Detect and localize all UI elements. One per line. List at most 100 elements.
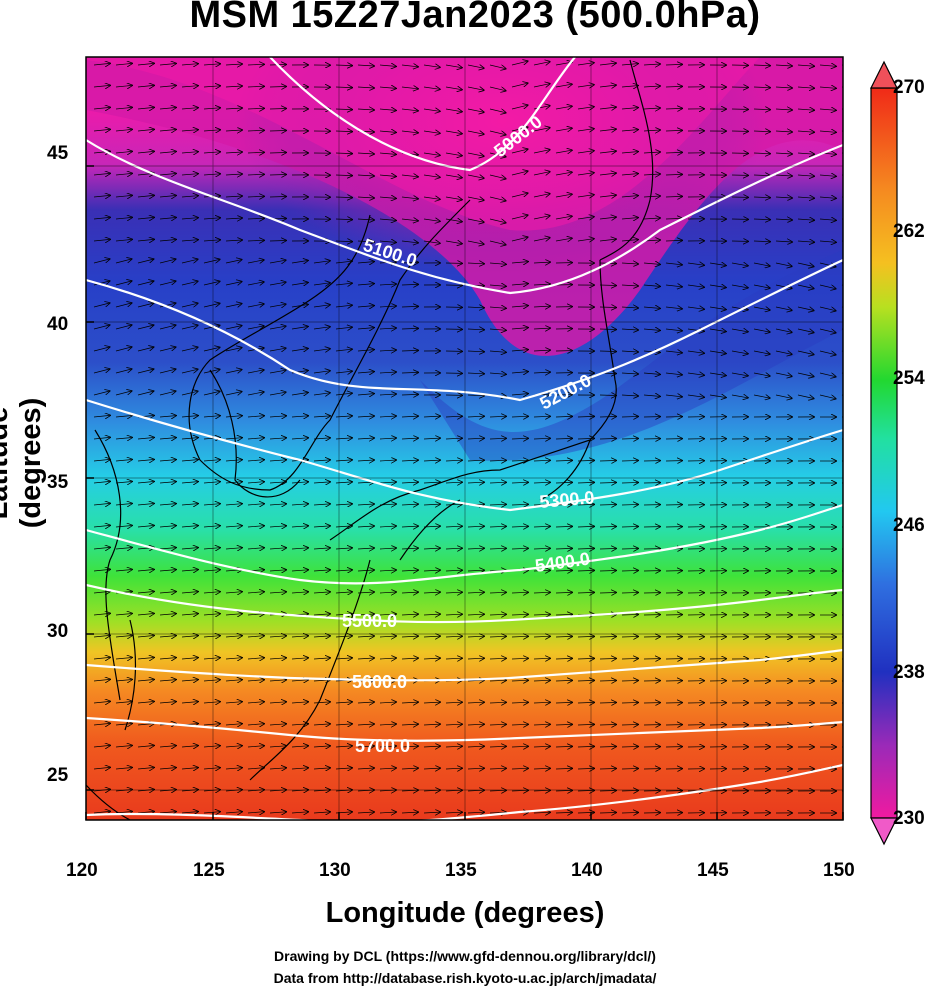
wind-arrow [467, 65, 484, 68]
wind-arrow [225, 592, 242, 593]
wind-arrow [379, 416, 396, 417]
contour-label: 5600.0 [352, 672, 407, 692]
wind-arrow [181, 658, 198, 659]
wind-arrow [819, 307, 836, 311]
wind-arrow [181, 130, 198, 131]
wind-arrow [115, 548, 132, 550]
x-tick-label: 150 [823, 860, 855, 881]
wind-arrow [665, 351, 682, 353]
wind-arrow [445, 614, 462, 615]
wind-arrow [775, 65, 792, 66]
wind-arrow [511, 614, 528, 615]
wind-arrow [621, 725, 638, 726]
y-tick-label: 25 [47, 765, 69, 786]
wind-arrow [533, 482, 550, 483]
wind-arrow [511, 636, 528, 637]
wind-arrow [115, 504, 132, 506]
wind-arrow [357, 438, 374, 439]
wind-arrow [357, 702, 374, 703]
wind-arrow [291, 548, 308, 549]
wind-arrow [181, 504, 198, 505]
wind-arrow [203, 702, 220, 703]
wind-arrow [665, 174, 682, 175]
wind-arrow [489, 285, 506, 286]
wind-arrow [137, 504, 154, 506]
wind-arrow [731, 285, 748, 288]
wind-arrow [753, 87, 770, 88]
wind-arrow [819, 263, 836, 267]
wind-arrow [137, 614, 154, 616]
wind-arrow [489, 460, 506, 461]
wind-arrow [93, 657, 110, 659]
wind-arrow [203, 570, 220, 571]
wind-arrow [511, 328, 528, 329]
wind-arrow [313, 283, 330, 285]
wind-arrow [621, 417, 638, 418]
wind-arrow [775, 109, 792, 110]
wind-arrow [159, 196, 176, 198]
wind-arrow [93, 217, 110, 219]
wind-arrow [511, 438, 528, 439]
wind-arrow [379, 614, 396, 615]
colorbar-tick-label: 238 [893, 662, 925, 683]
wind-arrow [269, 438, 286, 439]
wind-arrow [313, 812, 330, 813]
wind-arrow [93, 391, 110, 396]
wind-arrow [203, 130, 220, 131]
wind-arrow [291, 349, 308, 352]
wind-arrow [401, 65, 418, 67]
wind-arrow [115, 281, 132, 286]
wind-arrow [181, 592, 198, 593]
wind-arrow [181, 347, 198, 351]
wind-arrow [203, 636, 220, 637]
wind-arrow [511, 526, 528, 527]
wind-arrow [93, 195, 110, 197]
wind-arrow [269, 658, 286, 659]
wind-arrow [115, 107, 132, 109]
wind-arrow [93, 325, 110, 330]
wind-arrow [621, 218, 638, 219]
wind-arrow [93, 415, 110, 417]
wind-arrow [269, 548, 286, 549]
wind-arrow [313, 504, 330, 505]
wind-arrow [379, 702, 396, 703]
wind-arrow [753, 65, 770, 66]
wind-arrow [115, 438, 132, 440]
contour-label: 5300.0 [539, 487, 596, 512]
wind-arrow [621, 769, 638, 770]
wind-arrow [797, 351, 814, 355]
wind-arrow [93, 173, 110, 175]
wind-arrow [643, 86, 660, 87]
wind-arrow [93, 481, 110, 483]
wind-arrow [621, 747, 638, 748]
wind-arrow [467, 329, 484, 330]
wind-arrow [489, 680, 506, 681]
wind-arrow [665, 64, 682, 65]
wind-arrow [247, 282, 264, 285]
wind-arrow [115, 636, 132, 638]
wind-arrow [203, 658, 220, 659]
wind-arrow [599, 505, 616, 506]
wind-arrow [203, 174, 220, 175]
wind-arrow [137, 570, 154, 572]
wind-arrow [489, 131, 506, 135]
wind-arrow [357, 153, 374, 154]
wind-arrow [467, 219, 484, 222]
wind-arrow [401, 350, 418, 351]
wind-arrow [181, 325, 198, 329]
wind-arrow [159, 746, 176, 747]
wind-arrow [247, 460, 264, 461]
wind-arrow [225, 548, 242, 549]
contour-label: 5400.0 [534, 548, 591, 575]
wind-arrow [599, 239, 616, 241]
wind-arrow [753, 263, 770, 266]
wind-arrow [665, 240, 682, 241]
wind-arrow [247, 326, 264, 329]
wind-arrow [357, 87, 374, 88]
wind-arrow [291, 702, 308, 703]
wind-arrow [225, 196, 242, 197]
wind-arrow [137, 746, 154, 748]
wind-arrow [423, 153, 440, 155]
